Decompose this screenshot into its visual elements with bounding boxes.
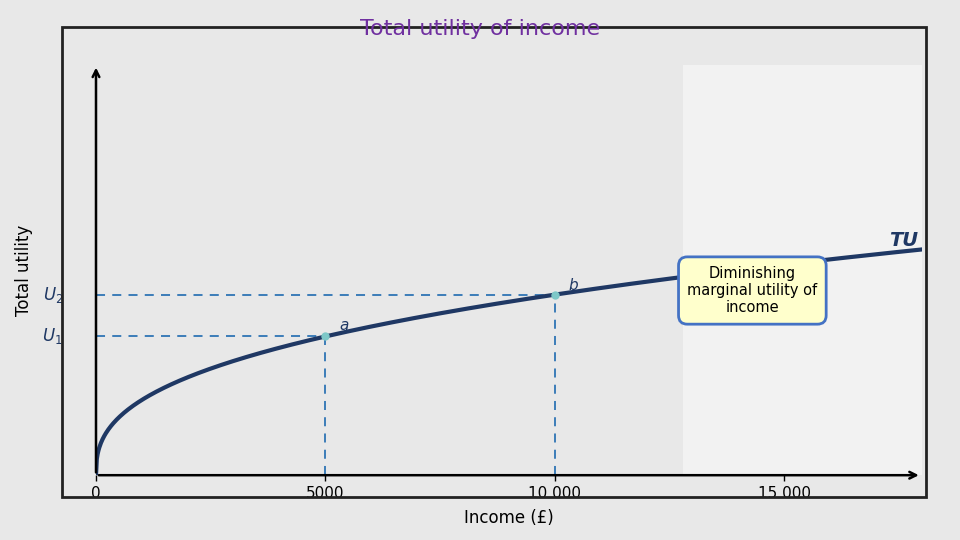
Text: a: a <box>339 318 348 333</box>
X-axis label: Income (£): Income (£) <box>464 509 554 527</box>
Text: Total utility of income: Total utility of income <box>360 19 600 39</box>
Text: Total utility: Total utility <box>15 225 33 315</box>
Text: b: b <box>568 278 578 293</box>
Text: $U_1$: $U_1$ <box>42 327 63 347</box>
Text: Diminishing
marginal utility of
income: Diminishing marginal utility of income <box>687 266 817 315</box>
Text: $U_2$: $U_2$ <box>42 285 63 305</box>
Text: TU: TU <box>890 232 919 251</box>
Bar <box>684 65 922 475</box>
